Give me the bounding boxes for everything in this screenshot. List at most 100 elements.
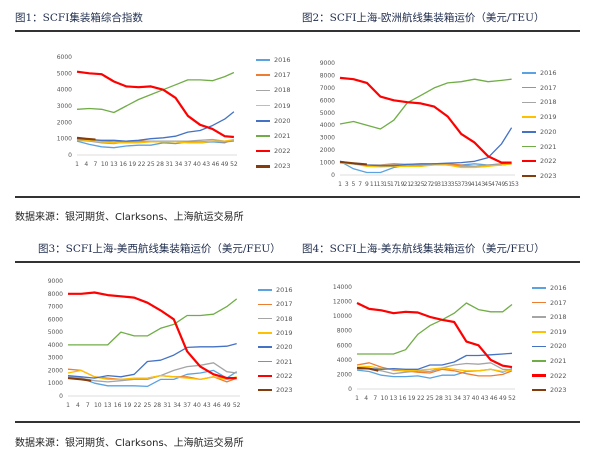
legend-swatch	[532, 331, 546, 333]
y-tick-label: 8000	[320, 72, 335, 79]
y-tick-label: 14000	[333, 284, 352, 291]
x-tick-label: 3	[345, 181, 349, 188]
y-tick-label: 6000	[337, 342, 352, 349]
series-line-2021	[339, 78, 512, 130]
x-tick-label: 49	[221, 161, 229, 168]
legend-label: 2016	[540, 69, 557, 77]
legend-label: 2018	[550, 313, 567, 322]
x-tick-label: 17	[390, 181, 398, 188]
x-tick-label: 28	[156, 161, 164, 168]
x-tick-label: 1	[66, 402, 70, 409]
legend-label: 2022	[540, 157, 557, 166]
legend-item-2018: 2018	[532, 313, 567, 321]
legend-swatch	[532, 360, 546, 362]
legend-label: 2023	[276, 386, 293, 395]
y-tick-label: 3000	[57, 103, 72, 110]
x-tick-label: 40	[472, 395, 480, 402]
y-tick-label: 3000	[320, 135, 335, 142]
legend-swatch	[532, 316, 546, 318]
x-tick-label: 34	[175, 161, 183, 168]
y-tick-label: 2000	[48, 367, 63, 374]
legend-swatch	[532, 374, 546, 377]
legend-swatch	[256, 135, 270, 137]
series-line-2022	[68, 291, 237, 380]
y-tick-label: 0	[348, 386, 352, 393]
x-tick-label: 29	[430, 181, 438, 188]
series-line-2020	[67, 342, 237, 379]
legend-item-2021: 2021	[532, 357, 567, 365]
x-tick-label: 45	[484, 181, 492, 188]
series-line-2023	[339, 160, 367, 166]
x-tick-label: 43	[478, 181, 486, 188]
y-tick-label: 0	[59, 393, 63, 400]
legend-label: 2020	[274, 116, 291, 125]
x-tick-label: 4	[364, 395, 368, 402]
legend-item-2018: 2018	[258, 315, 293, 323]
y-tick-label: 0	[331, 172, 335, 179]
legend-swatch	[522, 101, 536, 104]
x-tick-label: 27	[424, 181, 432, 188]
x-tick-label: 40	[193, 161, 201, 168]
legend-item-2021: 2021	[258, 358, 293, 366]
x-tick-label: 51	[504, 181, 512, 188]
x-tick-label: 25	[144, 402, 152, 409]
legend-swatch	[258, 289, 272, 291]
legend-label: 2016	[550, 284, 567, 292]
x-tick-label: 52	[233, 402, 241, 409]
series-line-2022	[356, 302, 513, 369]
divider	[300, 261, 580, 263]
legend-label: 2018	[274, 86, 291, 95]
legend-item-2016: 2016	[532, 284, 567, 292]
legend-swatch	[522, 131, 536, 133]
y-tick-label: 4000	[57, 87, 72, 94]
legend-swatch	[256, 165, 270, 168]
x-tick-label: 34	[173, 402, 181, 409]
x-tick-label: 43	[203, 402, 211, 409]
legend-swatch	[258, 388, 272, 392]
legend-item-2019: 2019	[522, 113, 557, 121]
y-tick-label: 4000	[337, 357, 352, 364]
series-line-2021	[76, 71, 235, 114]
series-line-2018	[356, 362, 513, 375]
legend-item-2023: 2023	[532, 386, 567, 394]
y-tick-label: 6000	[320, 97, 335, 104]
chart-1: 0 1000 2000 3000 4000 5000 6000 1 4 7 10 13 16 19 22 25…	[57, 54, 238, 168]
x-tick-label: 7	[373, 395, 377, 402]
legend-item-2017: 2017	[522, 84, 557, 92]
y-tick-label: 7000	[320, 85, 335, 92]
x-tick-label: 28	[153, 402, 161, 409]
legend-item-2016: 2016	[256, 56, 291, 64]
legend-swatch	[522, 159, 536, 163]
legend-swatch	[258, 360, 272, 363]
x-tick-label: 7	[94, 161, 98, 168]
y-tick-label: 5000	[320, 110, 335, 117]
divider	[15, 421, 580, 423]
x-tick-label: 31	[163, 402, 171, 409]
legend-item-2020: 2020	[522, 128, 557, 136]
legend-label: 2019	[276, 328, 293, 337]
x-tick-label: 49	[498, 181, 506, 188]
figure-2-title: 图2：SCFI上海-欧洲航线集装箱运价（美元/TEU）	[302, 12, 545, 24]
legend-label: 2017	[550, 298, 567, 307]
legend-swatch	[258, 346, 272, 348]
x-tick-label: 22	[417, 395, 425, 402]
y-tick-label: 0	[68, 152, 72, 159]
series-line-2020	[339, 127, 513, 167]
x-tick-label: 10	[94, 402, 102, 409]
legend-label: 2021	[550, 357, 567, 365]
legend-item-2018: 2018	[522, 98, 557, 106]
legend-label: 2020	[550, 342, 567, 351]
y-tick-label: 1000	[320, 160, 335, 167]
divider	[15, 261, 300, 263]
legend-swatch	[256, 89, 270, 92]
legend-item-2020: 2020	[532, 342, 567, 350]
y-tick-label: 6000	[48, 316, 63, 323]
y-tick-label: 10000	[333, 313, 352, 320]
x-tick-label: 13	[104, 402, 112, 409]
x-tick-label: 25	[417, 181, 425, 188]
legend-swatch	[532, 287, 546, 289]
legend-item-2021: 2021	[256, 132, 291, 140]
x-tick-label: 4	[84, 161, 88, 168]
x-tick-label: 19	[408, 395, 416, 402]
x-tick-label: 37	[463, 395, 471, 402]
